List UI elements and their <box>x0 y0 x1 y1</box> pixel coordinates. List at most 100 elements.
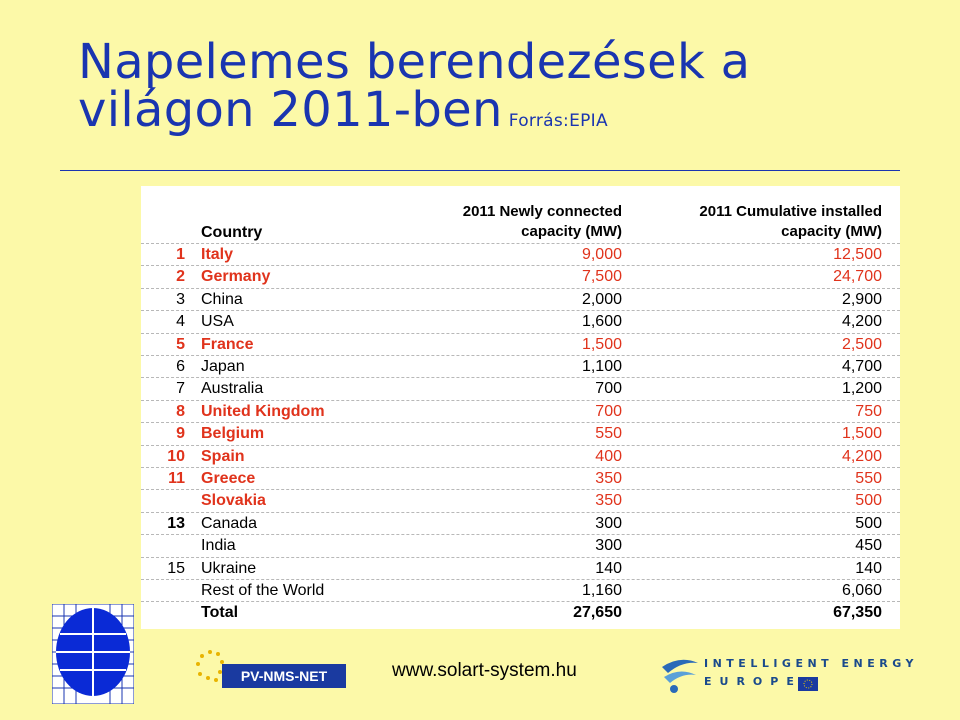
country-cell: Greece <box>201 470 256 487</box>
country-cell: Italy <box>201 246 234 263</box>
cumulative-capacity-cell: 24,700 <box>833 268 882 286</box>
new-capacity-cell: 700 <box>595 402 622 420</box>
new-capacity-cell: 300 <box>595 537 622 555</box>
new-capacity-cell: 300 <box>595 514 622 532</box>
cumulative-capacity-cell: 4,200 <box>841 313 882 331</box>
table-row: 1 Italy 9,000 12,500 <box>141 243 900 265</box>
iee-swoosh-icon <box>662 659 698 693</box>
new-capacity-cell: 550 <box>595 425 622 443</box>
new-capacity-cell: 9,000 <box>581 246 622 263</box>
cumulative-capacity-cell: 500 <box>855 492 882 510</box>
table-row: 3 China 2,000 2,900 <box>141 287 900 310</box>
header-new-capacity: 2011 Newly connected capacity (MW) <box>463 202 622 242</box>
country-cell: Slovakia <box>201 492 266 510</box>
table-row: 5 France 1,500 2,500 <box>141 332 900 355</box>
title-divider <box>60 170 900 171</box>
country-cell: China <box>201 290 243 308</box>
pv-nms-net-logo: PV-NMS-NET <box>196 650 346 688</box>
rank-cell: 3 <box>176 290 185 308</box>
cumulative-capacity-cell: 550 <box>855 470 882 487</box>
header-new-line-2: capacity (MW) <box>521 223 622 240</box>
cumulative-capacity-cell: 67,350 <box>833 604 882 622</box>
title-line-1: Napelemes berendezések a <box>78 34 751 90</box>
table-row: 8 United Kingdom 700 750 <box>141 399 900 422</box>
table-row: 2 Germany 7,500 24,700 <box>141 265 900 287</box>
new-capacity-cell: 1,600 <box>581 313 622 331</box>
cumulative-capacity-cell: 450 <box>855 537 882 555</box>
table-row: 10 Spain 400 4,200 <box>141 444 900 467</box>
cumulative-capacity-cell: 2,500 <box>841 335 882 353</box>
cumulative-capacity-cell: 12,500 <box>833 246 882 263</box>
eu-flag-icon <box>798 677 818 691</box>
cumulative-capacity-cell: 6,060 <box>841 582 882 599</box>
table-row: Total 27,650 67,350 <box>141 601 900 623</box>
country-cell: Spain <box>201 447 245 465</box>
table-row: Rest of the World 1,160 6,060 <box>141 579 900 601</box>
country-cell: India <box>201 537 236 555</box>
country-cell: France <box>201 335 254 353</box>
slide-title: Napelemes berendezések a világon 2011-be… <box>78 38 750 145</box>
table-row: 15 Ukraine 140 140 <box>141 556 900 579</box>
title-line-2-text: világon 2011-ben <box>78 82 503 138</box>
cumulative-capacity-cell: 500 <box>855 514 882 532</box>
table-row: 9 Belgium 550 1,500 <box>141 422 900 444</box>
header-cumulative-capacity: 2011 Cumulative installed capacity (MW) <box>699 202 882 242</box>
rank-cell: 7 <box>176 380 185 398</box>
new-capacity-cell: 700 <box>595 380 622 398</box>
rank-cell: 11 <box>168 470 185 487</box>
cumulative-capacity-cell: 1,200 <box>841 380 882 398</box>
iee-line-1: INTELLIGENT ENERGY <box>704 657 918 670</box>
new-capacity-cell: 400 <box>595 447 622 465</box>
table-row: India 300 450 <box>141 534 900 556</box>
country-cell: USA <box>201 313 234 331</box>
rank-cell: 8 <box>176 402 185 420</box>
table-row: 7 Australia 700 1,200 <box>141 377 900 399</box>
cumulative-capacity-cell: 1,500 <box>841 425 882 443</box>
new-capacity-cell: 350 <box>595 492 622 510</box>
cumulative-capacity-cell: 4,200 <box>841 447 882 465</box>
rank-cell: 15 <box>167 559 185 577</box>
new-capacity-cell: 1,160 <box>581 582 622 599</box>
new-capacity-cell: 350 <box>595 470 622 487</box>
globe-logo-icon <box>52 604 134 704</box>
intelligent-energy-europe-logo: INTELLIGENT ENERGY EUROPE <box>660 653 913 695</box>
country-cell: Ukraine <box>201 559 257 577</box>
country-cell: Rest of the World <box>201 582 325 599</box>
table-row: Slovakia 350 500 <box>141 489 900 511</box>
capacity-table: Country 2011 Newly connected capacity (M… <box>141 186 900 629</box>
rank-cell: 4 <box>176 313 185 331</box>
title-line-2: világon 2011-ben Forrás:EPIA <box>78 86 750 145</box>
country-cell: Canada <box>201 514 258 532</box>
country-cell: Japan <box>201 358 245 375</box>
table-row: 6 Japan 1,100 4,700 <box>141 355 900 377</box>
table-row: 4 USA 1,600 4,200 <box>141 310 900 332</box>
website-link[interactable]: www.solart-system.hu <box>392 660 577 681</box>
rank-cell: 2 <box>176 268 185 286</box>
header-cum-line-1: 2011 Cumulative installed <box>699 203 882 220</box>
new-capacity-cell: 1,500 <box>581 335 622 353</box>
country-cell: Belgium <box>201 425 265 443</box>
country-cell: United Kingdom <box>201 402 325 420</box>
rank-cell: 1 <box>176 246 185 263</box>
cumulative-capacity-cell: 750 <box>855 402 882 420</box>
header-cum-line-2: capacity (MW) <box>781 223 882 240</box>
country-cell: Total <box>201 604 239 622</box>
iee-line-2: EUROPE <box>704 675 802 688</box>
rank-cell: 6 <box>176 358 185 375</box>
cumulative-capacity-cell: 140 <box>855 559 882 577</box>
table-row: 13 Canada 300 500 <box>141 511 900 534</box>
rank-cell: 9 <box>176 425 185 443</box>
pv-logo-text: PV-NMS-NET <box>241 668 328 684</box>
header-new-line-1: 2011 Newly connected <box>462 203 622 220</box>
new-capacity-cell: 140 <box>595 559 622 577</box>
source-label: Forrás:EPIA <box>508 111 608 131</box>
country-cell: Australia <box>201 380 264 398</box>
new-capacity-cell: 2,000 <box>581 290 622 308</box>
new-capacity-cell: 1,100 <box>581 358 622 375</box>
rank-cell: 10 <box>167 447 185 465</box>
new-capacity-cell: 7,500 <box>581 268 622 286</box>
header-country: Country <box>201 224 263 241</box>
rank-cell: 13 <box>167 514 185 532</box>
rank-cell: 5 <box>176 335 185 353</box>
country-cell: Germany <box>201 268 271 286</box>
